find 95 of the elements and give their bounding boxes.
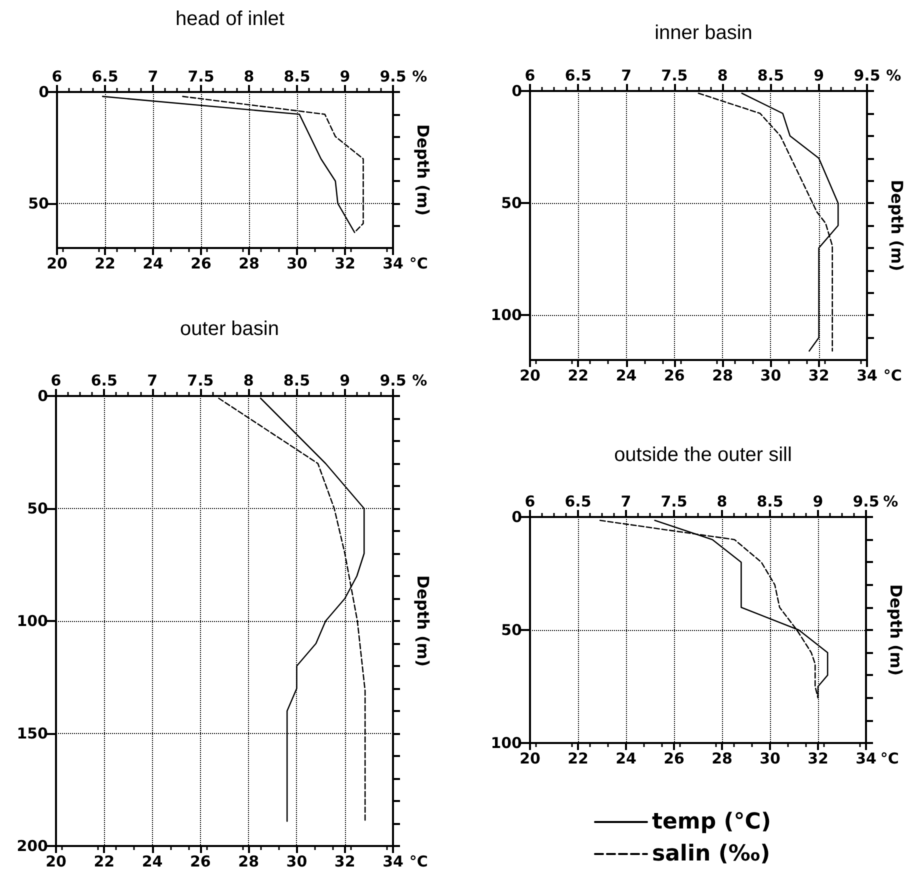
x2-tick-label: 8.5 [283,372,310,390]
x-tick-label: 24 [616,366,637,384]
y-tick-label: 0 [512,508,522,526]
legend-label: temp (°C) [652,810,772,834]
x2-tick-label: 6 [50,372,62,390]
x-tick-label: 28 [238,254,260,272]
x2-tick-label: 7.5 [187,372,214,390]
x-tick-label: 32 [334,254,356,272]
x2-tick-label: 7.5 [660,492,688,510]
x-tick-label: 34 [382,852,404,870]
y-tick-label: 50 [501,194,522,212]
y-axis-title: Depth (m) [888,180,906,272]
x-tick-label: 20 [520,366,540,384]
x-tick-label: 20 [520,750,540,768]
x2-tick-label: 7 [621,66,632,84]
x-tick-label: 34 [382,254,404,272]
y-tick-label: 50 [27,500,48,518]
x-tick-label: 32 [808,366,830,384]
x-axis-title: °C [880,750,899,768]
x2-tick-label: 6.5 [90,372,118,390]
x2-tick-label: 7 [147,372,158,390]
x-tick-label: 20 [46,852,66,870]
x2-tick-label: 9 [812,492,824,510]
x-tick-label: 24 [142,254,164,272]
x2-tick-label: 6 [524,66,536,84]
x2-tick-label: 7 [148,68,158,86]
x-tick-label: 26 [664,750,684,768]
x-tick-label: 22 [94,852,115,870]
y-axis-title: Depth (m) [886,584,906,676]
x-tick-label: 20 [46,254,68,272]
y-tick-label: 50 [28,194,49,212]
y-tick-label: 0 [512,82,522,100]
x-tick-label: 28 [238,852,260,870]
x-axis-title: °C [409,254,428,272]
x-tick-label: 22 [568,366,589,384]
x-tick-label: 28 [712,750,732,768]
x-tick-label: 30 [286,254,308,272]
x2-tick-label: 8.5 [756,492,784,510]
y-tick-label: 50 [501,621,522,639]
x-tick-label: 24 [142,852,163,870]
x2-tick-label: 6.5 [564,66,592,84]
x2-axis-title: % [412,68,428,86]
x2-tick-label: 9 [340,372,350,390]
y-tick-label: 150 [16,724,48,742]
y-axis-title: Depth (m) [414,575,432,667]
x2-tick-label: 6 [524,492,536,510]
x2-tick-label: 9.5 [380,68,406,86]
x-tick-label: 34 [856,750,876,768]
x2-tick-label: 7.5 [188,68,214,86]
y-tick-label: 0 [38,387,48,405]
x2-tick-label: 8 [244,68,254,86]
y-tick-label: 100 [490,306,522,324]
chart-title: inner basin [654,22,752,44]
y-tick-label: 100 [490,734,522,752]
x2-axis-title: % [883,492,898,510]
x-tick-label: 32 [808,750,828,768]
legend-label: salin (‰) [652,842,770,866]
x2-tick-label: 6.5 [564,492,592,510]
x-tick-label: 22 [94,254,116,272]
y-tick-label: 100 [16,612,48,630]
x-tick-label: 24 [616,750,636,768]
chart-title: outside the outer sill [614,444,792,466]
x-tick-label: 26 [664,366,685,384]
x2-tick-label: 9 [340,68,350,86]
x-tick-label: 34 [856,366,878,384]
x-axis-title: °C [409,852,428,870]
x2-tick-label: 9.5 [854,66,880,84]
x-axis-title: °C [883,366,902,384]
x2-tick-label: 9.5 [852,492,880,510]
chart-title: outer basin [180,318,279,340]
x2-tick-label: 9.5 [380,372,406,390]
x-tick-label: 30 [286,852,308,870]
x-tick-label: 26 [190,254,212,272]
x2-tick-label: 7 [620,492,632,510]
x2-tick-label: 9 [814,66,824,84]
x-tick-label: 28 [712,366,734,384]
x-tick-label: 22 [568,750,588,768]
x2-tick-label: 8 [243,372,254,390]
x2-axis-title: % [886,66,902,84]
y-tick-label: 200 [16,837,48,855]
x2-axis-title: % [412,372,428,390]
x-tick-label: 32 [334,852,356,870]
x2-tick-label: 6.5 [92,68,118,86]
x2-tick-label: 8.5 [284,68,310,86]
x-tick-label: 30 [760,750,780,768]
x-tick-label: 30 [760,366,782,384]
x2-tick-label: 7.5 [661,66,688,84]
x2-tick-label: 8 [716,492,728,510]
x2-tick-label: 8 [717,66,728,84]
y-tick-label: 0 [38,83,49,101]
y-axis-title: Depth (m) [414,124,432,216]
x-tick-label: 26 [190,852,211,870]
chart-title: head of inlet [176,8,285,30]
x2-tick-label: 8.5 [757,66,784,84]
x2-tick-label: 6 [52,68,62,86]
